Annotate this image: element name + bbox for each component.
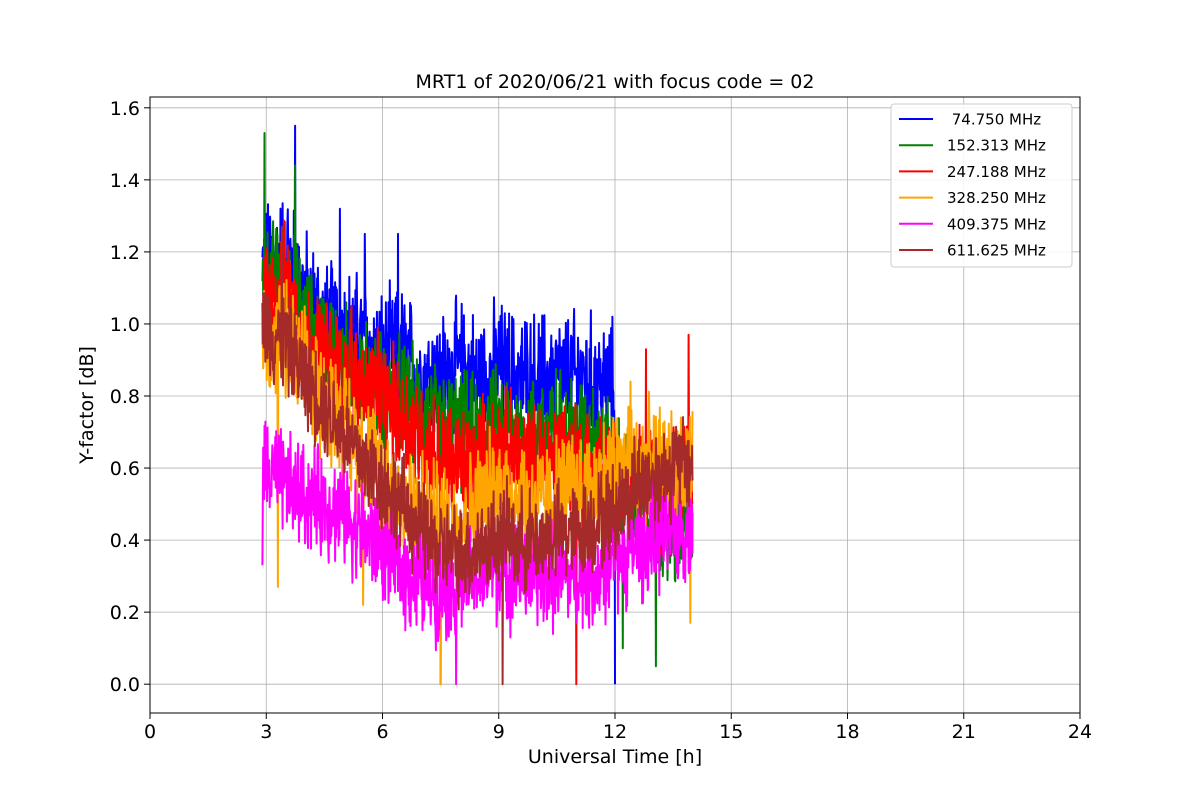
y-axis-title: Y-factor [dB] — [76, 346, 98, 465]
y-tick-label: 1.2 — [110, 242, 140, 264]
x-tick-label: 0 — [144, 721, 156, 743]
x-axis: 0 3 6 9 12 15 18 21 24 — [144, 713, 1092, 743]
legend-label: 74.750 MHz — [947, 111, 1041, 129]
x-axis-title: Universal Time [h] — [528, 746, 702, 768]
x-tick-label: 6 — [376, 721, 388, 743]
legend-box — [890, 103, 1073, 268]
y-tick-label: 1.0 — [110, 314, 140, 336]
legend: 74.750 MHz 152.313 MHz 247.188 MHz 328.250 … — [890, 103, 1073, 268]
y-tick-label: 0.4 — [110, 530, 140, 552]
x-tick-label: 24 — [1068, 721, 1092, 743]
y-axis: 0.0 0.2 0.4 0.6 0.8 1.0 1.2 1.4 1.6 — [110, 98, 150, 696]
legend-label: 409.375 MHz — [947, 215, 1046, 233]
plot-area — [261, 124, 694, 686]
y-tick-label: 1.4 — [110, 170, 140, 192]
y-tick-label: 0.2 — [110, 602, 140, 624]
y-tick-label: 0.0 — [110, 674, 140, 696]
series-layer — [261, 124, 694, 686]
x-tick-label: 9 — [493, 721, 505, 743]
x-tick-label: 12 — [603, 721, 627, 743]
legend-label: 611.625 MHz — [947, 242, 1046, 260]
y-tick-label: 1.6 — [110, 98, 140, 120]
legend-label: 152.313 MHz — [947, 137, 1046, 155]
legend-label: 247.188 MHz — [947, 163, 1046, 181]
y-tick-label: 0.6 — [110, 458, 140, 480]
x-tick-label: 21 — [952, 721, 976, 743]
x-tick-label: 18 — [835, 721, 859, 743]
series-line — [261, 420, 694, 686]
x-tick-label: 15 — [719, 721, 743, 743]
x-tick-label: 3 — [260, 721, 272, 743]
y-tick-label: 0.8 — [110, 386, 140, 408]
series-line — [261, 225, 694, 686]
legend-label: 328.250 MHz — [947, 189, 1046, 207]
chart-title: MRT1 of 2020/06/21 with focus code = 02 — [416, 71, 815, 93]
